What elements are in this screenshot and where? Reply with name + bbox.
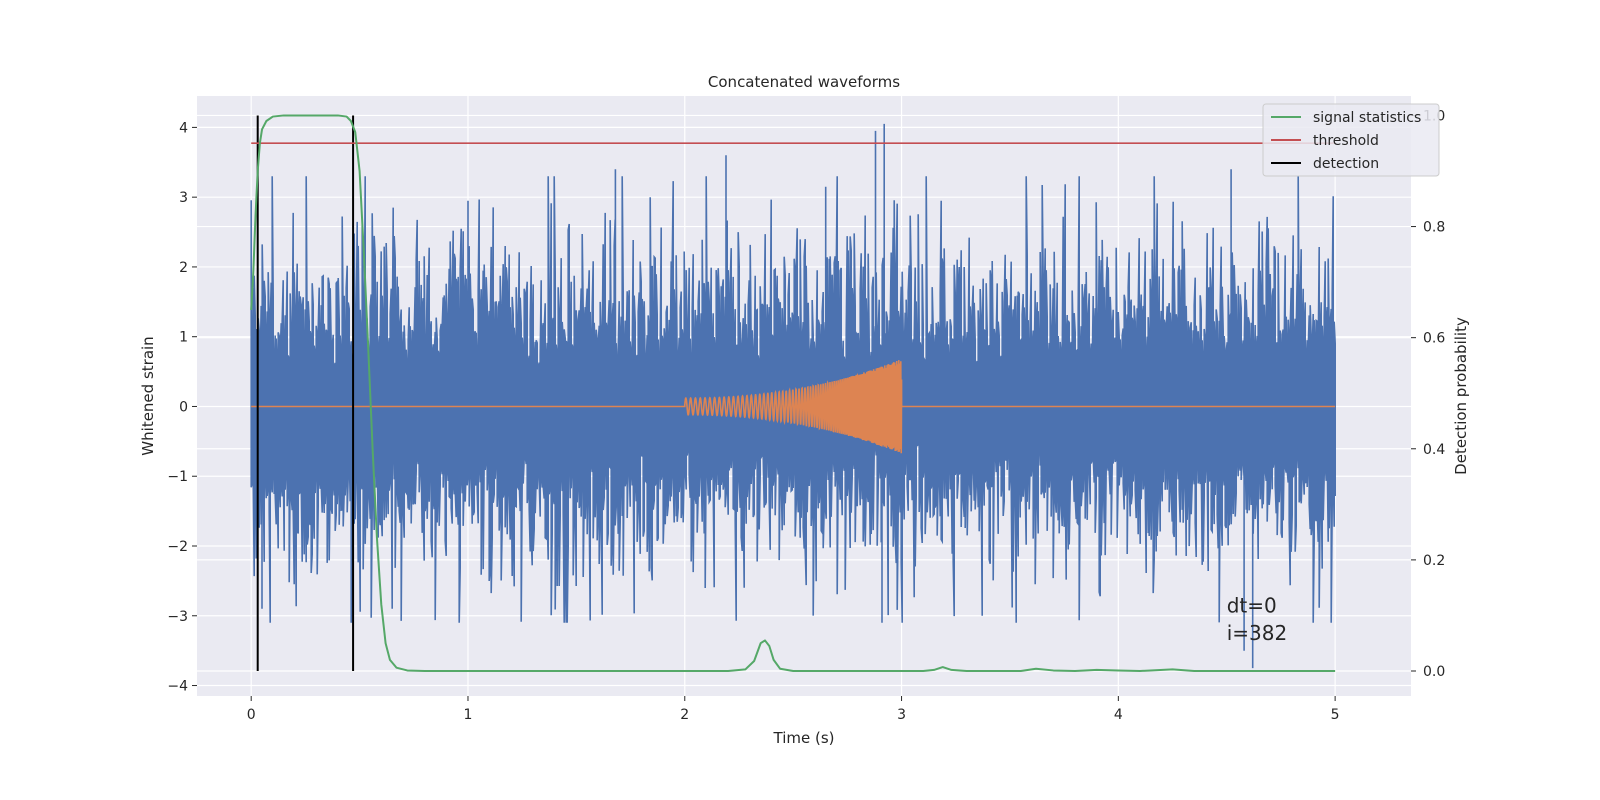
legend: signal statistics threshold detection [1262, 103, 1440, 177]
legend-box [1262, 103, 1440, 177]
x-tick-label: 4 [1114, 707, 1123, 723]
legend-label: detection [1313, 156, 1379, 172]
y-tick-label: 3 [179, 190, 188, 206]
x-tick-label: 3 [897, 707, 906, 723]
y-tick-label: 0 [179, 399, 188, 415]
y-tick-label: 2 [179, 260, 188, 276]
y2-tick-label: 0.8 [1423, 220, 1445, 236]
y-tick-label: −2 [167, 539, 188, 555]
annotations: dt=0 i=382 [1227, 593, 1288, 645]
legend-label: threshold [1313, 133, 1379, 149]
y-tick-label: 1 [179, 330, 188, 346]
y-tick-label: −4 [167, 679, 188, 695]
annotation-text: dt=0 [1227, 593, 1277, 617]
legend-label: signal statistics [1313, 110, 1421, 126]
annotation-text: i=382 [1227, 621, 1288, 645]
y-tick-label: −1 [167, 469, 188, 485]
y-tick-label: −3 [167, 609, 188, 625]
y-tick-label: 4 [179, 120, 188, 136]
y2-tick-label: 0.2 [1423, 553, 1445, 569]
x-tick-label: 5 [1331, 707, 1340, 723]
x-tick-label: 0 [247, 707, 256, 723]
y2-tick-label: 0.4 [1423, 442, 1445, 458]
y2-tick-label: 0.6 [1423, 331, 1445, 347]
x-tick-label: 1 [464, 707, 473, 723]
y2-tick-label: 0.0 [1423, 664, 1445, 680]
chirp-signal-line [251, 360, 1336, 454]
y-axis-label: Whitened strain [139, 336, 157, 455]
signal-statistics-line [250, 114, 1336, 672]
chart-title: Concatenated waveforms [708, 73, 900, 91]
series-layer [250, 114, 1336, 672]
x-axis-label: Time (s) [773, 729, 835, 747]
y2-axis-label: Detection probability [1452, 317, 1470, 475]
x-tick-label: 2 [680, 707, 689, 723]
